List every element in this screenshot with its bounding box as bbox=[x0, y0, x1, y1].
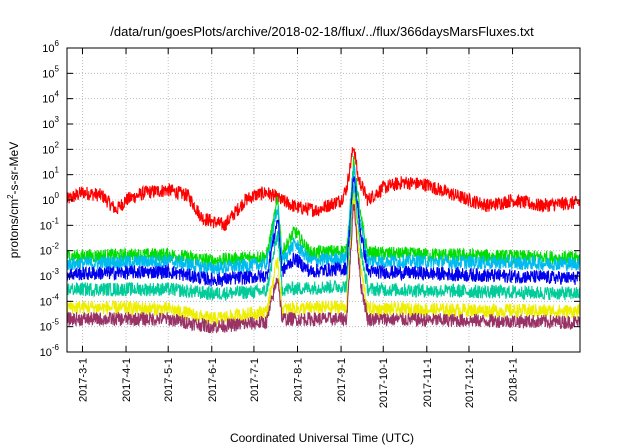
x-tick-label: 2017-5-1 bbox=[163, 358, 175, 402]
y-tick-label: 10-5 bbox=[40, 318, 60, 334]
y-tick-label: 10-1 bbox=[40, 216, 60, 232]
chart-title: /data/run/goesPlots/archive/2018-02-18/f… bbox=[110, 24, 534, 39]
y-tick-label: 101 bbox=[42, 166, 59, 182]
y-tick-label: 100 bbox=[42, 191, 59, 207]
series-line bbox=[66, 183, 581, 302]
series-line bbox=[66, 165, 581, 276]
y-tick-label: 103 bbox=[42, 115, 59, 131]
x-tick-label: 2017-3-1 bbox=[77, 358, 89, 402]
series-line bbox=[66, 147, 581, 232]
series-layer bbox=[66, 147, 581, 334]
series-line bbox=[66, 203, 581, 334]
y-axis-label-sup: 2 bbox=[6, 194, 15, 199]
x-tick-label: 2017-12-1 bbox=[464, 358, 476, 408]
y-axis: 10-6 10-5 10-4 10-3 10-2 10-1 100 101 102 103 104 1… bbox=[40, 39, 580, 359]
x-tick-label: 2018-1-1 bbox=[508, 358, 520, 402]
y-tick-label: 10-6 bbox=[40, 343, 60, 359]
x-tick-label: 2017-6-1 bbox=[207, 358, 219, 402]
y-tick-label: 10-2 bbox=[40, 242, 60, 258]
series-line bbox=[66, 176, 581, 288]
series-line bbox=[66, 193, 581, 326]
series-line bbox=[66, 156, 581, 269]
y-axis-label: protons/cm2-s-sr-MeV bbox=[6, 142, 21, 258]
x-axis-label: Coordinated Universal Time (UTC) bbox=[230, 431, 414, 445]
x-tick-label: 2017-4-1 bbox=[121, 358, 133, 402]
x-axis: 2017-3-1 2017-4-1 2017-5-1 2017-6-1 2017-7-1… bbox=[77, 48, 520, 408]
y-tick-label: 106 bbox=[42, 39, 59, 55]
y-tick-label: 10-3 bbox=[40, 267, 60, 283]
y-axis-label-part: protons/cm bbox=[7, 199, 21, 258]
x-tick-label: 2017-7-1 bbox=[249, 358, 261, 402]
x-tick-label: 2017-10-1 bbox=[378, 358, 390, 408]
x-tick-label: 2017-9-1 bbox=[336, 358, 348, 402]
y-tick-label: 10-4 bbox=[40, 292, 60, 308]
y-tick-label: 102 bbox=[42, 140, 59, 156]
y-tick-label: 104 bbox=[42, 90, 59, 106]
y-tick-label: 105 bbox=[42, 64, 59, 80]
y-axis-label-part: -s-sr-MeV bbox=[7, 142, 21, 195]
x-tick-label: 2017-8-1 bbox=[292, 358, 304, 402]
x-tick-label: 2017-11-1 bbox=[422, 358, 434, 407]
